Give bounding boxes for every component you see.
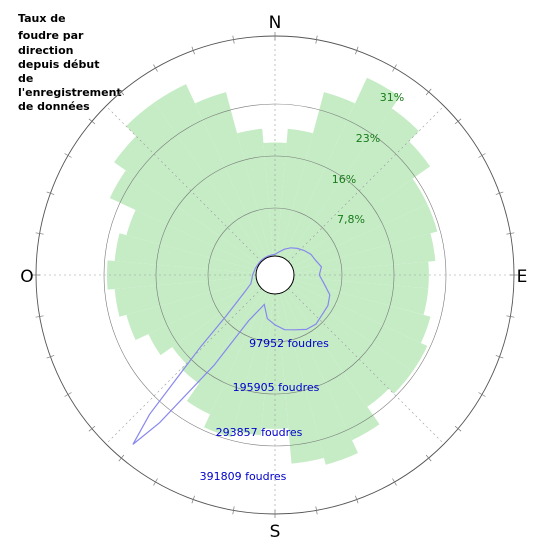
compass-north: N (269, 13, 282, 33)
percent-tick-label: 31% (380, 91, 404, 104)
percent-tick-label: 23% (356, 132, 380, 145)
direction-tick (454, 425, 462, 432)
percent-bar (285, 288, 389, 407)
percent-bar (237, 128, 274, 257)
percent-bar (290, 178, 428, 267)
direction-tick (355, 46, 359, 55)
direction-tick (506, 315, 515, 318)
percent-bar (292, 204, 438, 271)
direction-tick (88, 425, 96, 432)
compass-south: S (270, 522, 281, 542)
percent-tick-label: 16% (332, 173, 356, 186)
direction-tick (46, 191, 55, 195)
direction-tick (153, 64, 158, 72)
percent-bar (233, 293, 274, 436)
percent-bar (114, 136, 262, 265)
center-hole (255, 255, 295, 295)
count-tick-label: 195905 foudres (233, 381, 320, 394)
percent-bar (293, 233, 436, 274)
grid-spoke (105, 105, 262, 262)
percent-tick-label: 7,8% (337, 213, 365, 226)
direction-tick (495, 191, 504, 195)
direction-tick (35, 315, 44, 318)
percent-bar (126, 279, 258, 340)
direction-tick (478, 153, 486, 158)
count-line (132, 247, 331, 445)
percent-bar (109, 170, 260, 267)
grid-spoke (105, 288, 262, 445)
percent-bar (292, 279, 431, 343)
title-line: depuis début (18, 58, 100, 71)
direction-tick (191, 46, 195, 55)
percent-bar (126, 102, 265, 262)
percent-bar (126, 210, 258, 271)
direction-tick (232, 506, 235, 515)
grid-ring (207, 207, 343, 343)
direction-tick (88, 118, 96, 125)
grid-spoke (288, 288, 445, 445)
direction-tick (355, 495, 359, 504)
percent-bar (195, 92, 271, 258)
direction-tick (315, 506, 318, 515)
percent-bar (172, 285, 262, 364)
count-tick-label: 391809 foudres (200, 470, 287, 483)
count-tick-label: 293857 foudres (216, 426, 303, 439)
direction-tick (118, 88, 125, 96)
direction-tick (118, 454, 125, 462)
direction-tick (64, 153, 72, 158)
percent-bar (288, 141, 431, 265)
percent-bars (106, 77, 438, 465)
direction-tick (315, 35, 318, 44)
percent-bar (279, 292, 358, 465)
percent-bar (293, 276, 429, 315)
direction-tick (454, 118, 462, 125)
direction-tick (495, 355, 504, 359)
percent-bar (288, 285, 413, 394)
direction-tick (392, 478, 397, 486)
percent-bar (204, 292, 271, 438)
percent-bar (283, 290, 380, 441)
grid-spoke (288, 105, 445, 262)
direction-tick (35, 232, 44, 235)
title-line: foudre par (18, 29, 84, 42)
polar-grid (32, 32, 518, 518)
direction-tick (478, 392, 486, 397)
percent-bar (148, 283, 260, 356)
percent-bar (276, 128, 313, 257)
percent-bar (114, 233, 257, 274)
percent-bar (290, 283, 428, 372)
title-line: Taux de (18, 12, 66, 25)
direction-tick (64, 392, 72, 397)
percent-bar (261, 293, 289, 429)
direction-tick (232, 35, 235, 44)
percent-bar (279, 92, 355, 258)
direction-tick (191, 495, 195, 504)
percent-bar (114, 276, 257, 317)
count-tick-label: 97952 foudres (249, 337, 329, 350)
count-series-line (132, 247, 331, 445)
direction-tick (153, 478, 158, 486)
direction-tick (425, 88, 432, 96)
title-line: direction (18, 44, 74, 57)
compass-east: E (517, 267, 528, 287)
direction-tick (425, 454, 432, 462)
percent-bar (283, 77, 400, 260)
percent-bar (154, 84, 267, 260)
title-line: l'enregistrement (18, 86, 122, 99)
direction-tick (506, 232, 515, 235)
compass-west: O (20, 267, 33, 287)
percent-bar (186, 290, 267, 415)
percent-bar (293, 261, 429, 289)
percent-bar (106, 260, 257, 290)
percent-bar (181, 288, 265, 384)
title-line: de données (18, 100, 90, 113)
direction-tick (46, 355, 55, 359)
title-line: de (18, 72, 34, 85)
direction-tick (392, 64, 397, 72)
percent-bar (276, 293, 324, 464)
